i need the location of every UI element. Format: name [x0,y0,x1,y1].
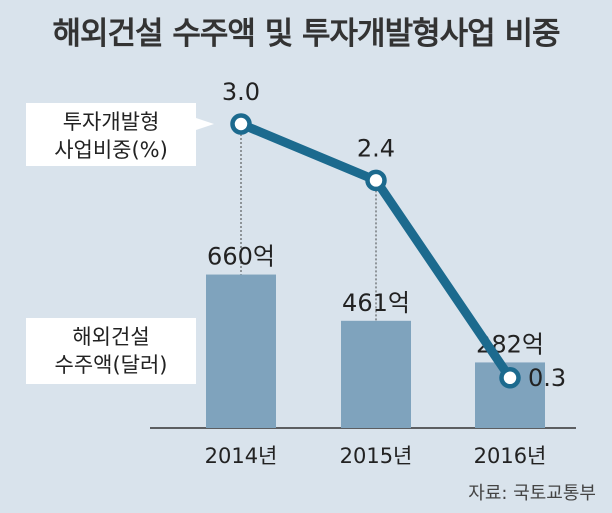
legend-bar-text-2: 수주액(달러) [55,353,168,377]
bar-2 [341,320,411,428]
chart-title: 해외건설 수주액 및 투자개발형사업 비중 [52,16,560,52]
x-tick-label-3: 2016년 [474,444,547,468]
source-note: 자료: 국토교통부 [468,483,596,504]
line-label-2: 2.4 [357,134,395,162]
legend-bar-text-1: 해외건설 [72,325,149,349]
legend-line-text-1: 투자개발형 [63,110,160,134]
bar-label-2: 461억 [342,289,410,317]
line-label-3: 0.3 [528,364,566,392]
line-point-2 [365,169,387,192]
x-tick-label-1: 2014년 [205,444,278,468]
x-tick-label-2: 2015년 [340,444,413,468]
line-label-1: 3.0 [222,78,260,106]
line-point-1 [230,113,252,135]
bar-label-1: 660억 [207,243,275,271]
bar-1 [206,274,276,428]
legend-bar-box [26,318,196,384]
legend-line-text-2: 사업비중(%) [54,138,168,162]
line-point-3 [499,367,521,389]
legend-line-box [26,103,214,166]
